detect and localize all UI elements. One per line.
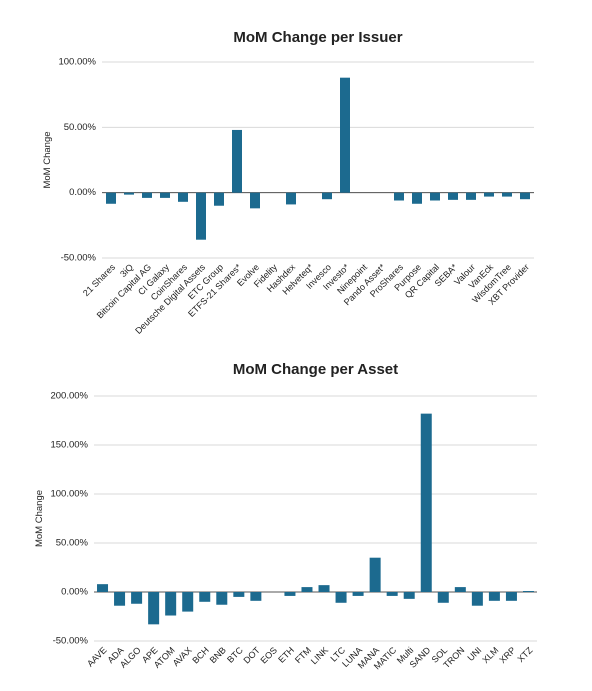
x-tick-label: UNI	[465, 645, 483, 663]
bar	[437, 592, 449, 603]
bar	[454, 587, 466, 592]
bar	[318, 585, 330, 592]
x-tick-label: DOT	[241, 645, 262, 666]
bar	[488, 592, 500, 601]
y-tick-label: 150.00%	[50, 440, 88, 451]
chart-title: MoM Change per Issuer	[233, 29, 402, 46]
bar	[335, 592, 347, 603]
y-tick-label: -50.00%	[61, 253, 97, 264]
bar	[233, 592, 245, 597]
bar	[114, 592, 126, 606]
bar	[471, 592, 483, 606]
bar	[352, 592, 364, 596]
bar	[448, 192, 458, 200]
bar	[148, 592, 160, 625]
bar	[214, 192, 224, 206]
x-tick-label: BCH	[190, 645, 211, 666]
bar	[420, 413, 432, 592]
x-tick-label: FTM	[293, 645, 313, 665]
x-tick-label: EOS	[258, 645, 279, 666]
x-tick-label: XTZ	[515, 645, 534, 664]
x-tick-label: ETH	[276, 645, 296, 665]
bar	[284, 592, 296, 596]
bar	[412, 192, 422, 204]
bar	[199, 592, 211, 602]
x-tick-label: BNB	[208, 645, 228, 665]
bar	[386, 592, 398, 596]
y-tick-label: 100.00%	[58, 57, 96, 68]
x-tick-label: 21 Shares	[81, 262, 117, 298]
y-tick-label: -50.00%	[53, 636, 89, 647]
x-tick-label: LINK	[309, 645, 330, 666]
bar	[369, 557, 381, 592]
bar	[142, 192, 152, 198]
bar	[250, 192, 260, 209]
bar	[216, 592, 228, 605]
y-tick-label: 200.00%	[50, 391, 88, 402]
bar	[403, 592, 415, 599]
y-tick-label: 50.00%	[64, 122, 97, 133]
bar	[160, 192, 170, 198]
bar	[165, 592, 177, 616]
x-tick-label: AVAX	[171, 645, 194, 668]
chart-title: MoM Change per Asset	[233, 361, 398, 378]
bar	[182, 592, 194, 612]
bar	[301, 587, 313, 592]
bar	[97, 584, 109, 592]
bar	[430, 192, 440, 201]
y-axis-label: MoM Change	[34, 490, 45, 547]
bar	[124, 192, 134, 195]
bar	[520, 192, 530, 200]
bar	[250, 592, 262, 601]
bar	[394, 192, 404, 201]
y-tick-label: 0.00%	[69, 187, 96, 198]
x-tick-label: XLM	[480, 645, 500, 665]
bar	[502, 192, 512, 197]
bar	[322, 192, 332, 200]
bar	[505, 592, 517, 601]
x-tick-label: XRP	[497, 645, 517, 665]
bar	[106, 192, 116, 204]
y-axis-label: MoM Change	[42, 131, 53, 188]
bar	[131, 592, 143, 604]
y-tick-label: 100.00%	[50, 489, 88, 500]
x-tick-label: BTC	[225, 645, 245, 665]
y-tick-label: 50.00%	[56, 538, 89, 549]
bar	[196, 192, 206, 240]
x-tick-label: AAVE	[85, 645, 109, 669]
y-tick-label: 0.00%	[61, 587, 88, 598]
bar	[178, 192, 188, 202]
bar	[484, 192, 494, 197]
bar	[466, 192, 476, 200]
bar	[232, 129, 242, 193]
bar	[286, 192, 296, 205]
bar	[522, 591, 534, 592]
bar	[340, 77, 350, 193]
